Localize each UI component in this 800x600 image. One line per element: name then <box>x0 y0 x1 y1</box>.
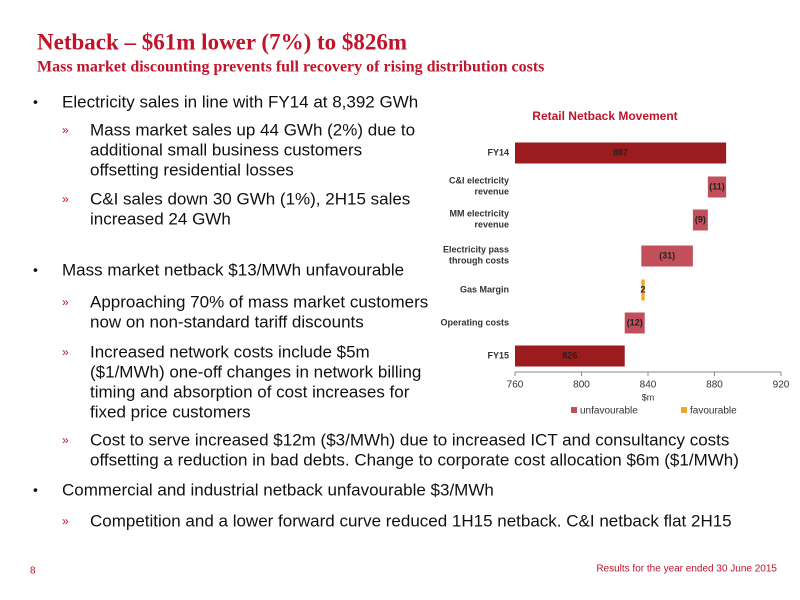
category-label: Electricity pass through costs <box>443 245 509 266</box>
sub-bullet-text: increased 24 GWh <box>90 209 231 228</box>
sub-bullet-text: additional small business customers <box>90 140 362 159</box>
x-tick-label: 800 <box>573 380 590 391</box>
sub-bullet-marker: » <box>62 433 69 447</box>
sub-bullet-marker: » <box>62 123 69 137</box>
category-label: FY15 <box>487 350 509 360</box>
sub-bullet-text: ($1/MWh) one-off changes in network bill… <box>90 362 421 381</box>
bar <box>692 209 708 231</box>
sub-bullet-text: C&I sales down 30 GWh (1%), 2H15 sales <box>90 189 410 208</box>
sub-bullet-marker: » <box>62 345 69 359</box>
bullet-text: Electricity sales in line with FY14 at 8… <box>62 92 418 111</box>
value-label: (31) <box>659 250 675 260</box>
sub-bullet-text: offsetting residential losses <box>90 160 294 179</box>
bar <box>515 142 727 164</box>
sub-bullet-text: Cost to serve increased $12m ($3/MWh) du… <box>90 430 729 449</box>
value-label: (9) <box>695 214 706 224</box>
sub-bullet-marker: » <box>62 514 69 528</box>
bullet-marker: • <box>33 262 38 278</box>
sub-bullet-text: fixed price customers <box>90 402 251 421</box>
subtitle: Mass market discounting prevents full re… <box>37 59 544 76</box>
bullet-marker: • <box>33 94 38 110</box>
bar <box>707 176 727 198</box>
legend-swatch <box>571 407 577 413</box>
value-label: 2 <box>641 284 646 294</box>
x-tick-label: 880 <box>706 380 723 391</box>
chart-title: Retail Netback Movement <box>532 109 677 123</box>
title: Netback – $61m lower (7%) to $826m <box>37 29 407 54</box>
category-label: Gas Margin <box>460 284 509 294</box>
sub-bullet-marker: » <box>62 192 69 206</box>
x-tick-label: 760 <box>507 380 524 391</box>
bullet-marker: • <box>33 482 38 498</box>
category-label: Operating costs <box>440 317 509 327</box>
x-tick-label: 920 <box>773 380 790 391</box>
legend-label: unfavourable <box>580 406 638 417</box>
value-label: (11) <box>709 181 725 191</box>
x-tick-label: 840 <box>640 380 657 391</box>
bar <box>641 245 693 267</box>
value-label: 887 <box>613 147 628 157</box>
bar <box>641 279 645 301</box>
x-axis-label: $m <box>642 392 655 402</box>
bar <box>624 312 645 334</box>
sub-bullet-text: Mass market sales up 44 GWh (2%) due to <box>90 120 415 139</box>
page-number: 8 <box>30 566 36 577</box>
category-label: MM electricity revenue <box>449 209 509 230</box>
sub-bullet-text: now on non-standard tariff discounts <box>90 312 364 331</box>
sub-bullet-text: Approaching 70% of mass market customers <box>90 292 428 311</box>
legend-label: favourable <box>690 406 737 417</box>
sub-bullet-marker: » <box>62 295 69 309</box>
footer-text: Results for the year ended 30 June 2015 <box>596 564 777 575</box>
sub-bullet-text: Competition and a lower forward curve re… <box>90 511 732 530</box>
bar <box>515 345 625 367</box>
sub-bullet-text: timing and absorption of cost increases … <box>90 382 410 401</box>
category-label: C&I electricity revenue <box>449 176 509 197</box>
legend-swatch <box>681 407 687 413</box>
sub-bullet-text: Increased network costs include $5m <box>90 342 370 361</box>
bullet-text: Commercial and industrial netback unfavo… <box>62 480 494 499</box>
category-label: FY14 <box>487 147 509 157</box>
value-label: 826 <box>562 350 577 360</box>
value-label: (12) <box>627 317 643 327</box>
bullet-text: Mass market netback $13/MWh unfavourable <box>62 260 404 279</box>
sub-bullet-text: offsetting a reduction in bad debts. Cha… <box>90 450 739 469</box>
